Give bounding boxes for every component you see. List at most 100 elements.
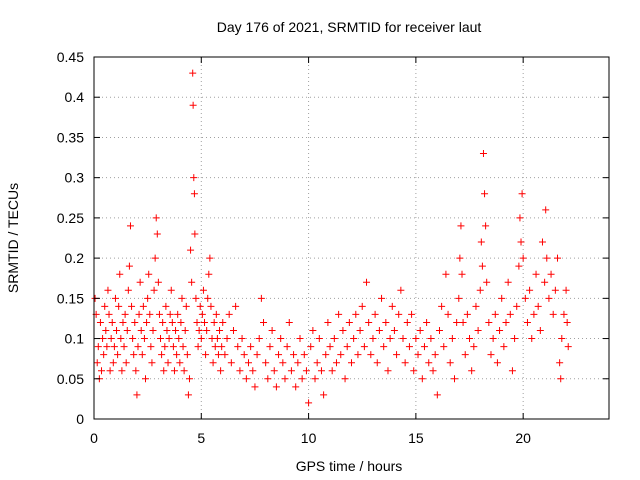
data-point xyxy=(133,391,141,399)
data-point xyxy=(305,399,313,407)
data-point xyxy=(184,391,192,399)
data-point xyxy=(146,310,154,318)
data-point xyxy=(245,359,252,367)
data-point xyxy=(557,375,565,383)
data-point xyxy=(491,310,499,318)
data-point xyxy=(412,335,420,343)
data-point xyxy=(180,367,188,375)
data-point xyxy=(197,335,205,343)
data-point xyxy=(365,318,373,326)
data-point xyxy=(125,262,133,270)
data-point xyxy=(103,343,111,351)
data-point xyxy=(165,335,173,343)
data-point xyxy=(442,270,450,278)
data-point xyxy=(309,327,317,335)
data-point xyxy=(523,318,531,326)
data-point xyxy=(187,246,195,254)
data-point xyxy=(147,343,155,351)
y-tick-label: 0.35 xyxy=(57,129,84,145)
data-point xyxy=(444,310,452,318)
data-point xyxy=(320,391,328,399)
data-point xyxy=(315,335,323,343)
data-point xyxy=(386,335,394,343)
data-point xyxy=(238,335,246,343)
data-point xyxy=(227,359,235,367)
data-point xyxy=(466,335,474,343)
data-point xyxy=(352,310,360,318)
data-point xyxy=(283,343,291,351)
data-point xyxy=(516,214,524,222)
data-point xyxy=(139,302,147,310)
data-point xyxy=(367,351,375,359)
data-point xyxy=(202,351,210,359)
data-point xyxy=(348,359,355,367)
data-point xyxy=(399,335,407,343)
data-point xyxy=(117,335,125,343)
data-point xyxy=(140,335,148,343)
data-point xyxy=(161,343,169,351)
data-point xyxy=(109,359,117,367)
data-point xyxy=(545,294,553,302)
y-tick-label: 0 xyxy=(76,411,84,427)
data-point xyxy=(175,335,183,343)
data-point xyxy=(341,375,349,383)
data-point xyxy=(335,310,343,318)
data-point xyxy=(194,343,202,351)
chart-title: Day 176 of 2021, SRMTID for receiver lau… xyxy=(217,19,482,35)
data-point xyxy=(277,335,285,343)
data-point xyxy=(478,262,486,270)
data-point xyxy=(151,254,159,262)
data-point xyxy=(242,375,250,383)
data-point xyxy=(185,375,193,383)
y-tick-label: 0.45 xyxy=(57,49,84,65)
data-point xyxy=(350,335,358,343)
data-point xyxy=(508,367,516,375)
data-point xyxy=(378,294,386,302)
data-point xyxy=(107,335,115,343)
data-point xyxy=(339,327,347,335)
y-tick-label: 0.25 xyxy=(57,210,84,226)
data-point xyxy=(137,327,145,335)
data-point xyxy=(206,254,214,262)
data-point xyxy=(438,302,446,310)
x-tick-label: 5 xyxy=(197,430,205,446)
y-tick-label: 0.2 xyxy=(65,250,85,266)
data-point xyxy=(192,294,200,302)
data-point xyxy=(502,318,510,326)
data-point xyxy=(126,222,134,230)
data-point xyxy=(388,302,396,310)
data-point xyxy=(470,343,478,351)
data-point xyxy=(214,351,222,359)
data-point xyxy=(279,359,287,367)
data-point xyxy=(94,343,102,351)
data-point xyxy=(116,270,124,278)
data-point xyxy=(493,359,501,367)
y-tick-label: 0.4 xyxy=(65,89,85,105)
x-tick-label: 20 xyxy=(515,430,531,446)
data-point xyxy=(343,343,351,351)
data-point xyxy=(218,343,226,351)
data-point xyxy=(416,327,424,335)
data-point xyxy=(173,351,181,359)
data-point xyxy=(532,270,540,278)
data-point xyxy=(521,294,529,302)
data-point xyxy=(198,310,206,318)
data-point xyxy=(429,367,437,375)
data-point xyxy=(326,343,334,351)
data-point xyxy=(152,214,160,222)
data-point xyxy=(181,327,189,335)
data-point xyxy=(453,318,461,326)
data-point xyxy=(390,327,398,335)
data-point xyxy=(168,318,176,326)
data-point xyxy=(511,335,519,343)
data-point xyxy=(459,318,467,326)
data-point xyxy=(345,318,353,326)
data-point xyxy=(380,343,388,351)
data-point xyxy=(431,351,439,359)
data-point xyxy=(102,327,110,335)
data-point xyxy=(560,310,568,318)
data-point xyxy=(455,294,463,302)
data-point xyxy=(384,367,392,375)
data-point xyxy=(526,286,534,294)
data-point xyxy=(458,270,466,278)
